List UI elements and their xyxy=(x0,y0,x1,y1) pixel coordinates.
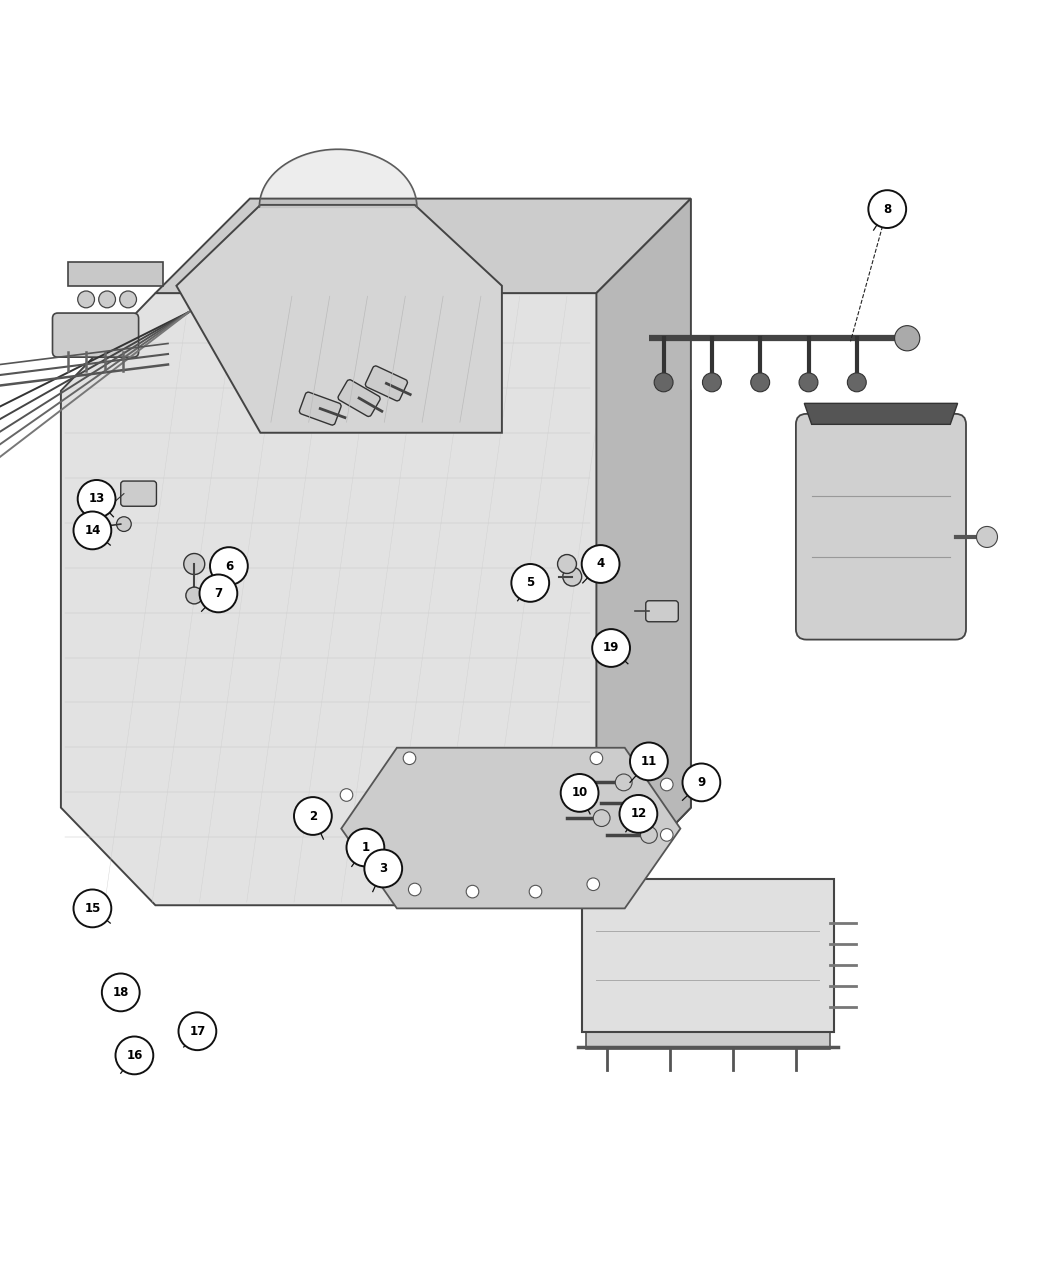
FancyBboxPatch shape xyxy=(299,393,341,425)
Text: 13: 13 xyxy=(88,492,105,505)
FancyBboxPatch shape xyxy=(582,878,834,1033)
Circle shape xyxy=(340,789,353,801)
Circle shape xyxy=(895,325,920,351)
Text: 12: 12 xyxy=(630,807,647,820)
Circle shape xyxy=(582,546,620,583)
Circle shape xyxy=(799,372,818,391)
Circle shape xyxy=(408,884,421,896)
Circle shape xyxy=(682,764,720,801)
Circle shape xyxy=(593,810,610,826)
Text: 1: 1 xyxy=(361,842,370,854)
FancyBboxPatch shape xyxy=(796,414,966,640)
Polygon shape xyxy=(586,1028,830,1049)
Circle shape xyxy=(751,372,770,391)
Text: 19: 19 xyxy=(603,641,620,654)
Circle shape xyxy=(116,1037,153,1075)
Circle shape xyxy=(74,511,111,550)
Circle shape xyxy=(364,849,402,887)
Circle shape xyxy=(630,742,668,780)
Circle shape xyxy=(976,527,997,547)
Circle shape xyxy=(200,575,237,612)
Circle shape xyxy=(529,885,542,898)
Text: 9: 9 xyxy=(697,776,706,789)
Circle shape xyxy=(654,372,673,391)
Circle shape xyxy=(120,291,136,307)
Circle shape xyxy=(294,797,332,835)
Polygon shape xyxy=(596,199,691,905)
Circle shape xyxy=(346,829,384,867)
Circle shape xyxy=(511,564,549,602)
Text: 8: 8 xyxy=(883,203,891,215)
Circle shape xyxy=(99,291,116,307)
Circle shape xyxy=(702,372,721,391)
Polygon shape xyxy=(68,261,163,286)
Polygon shape xyxy=(176,205,502,432)
Text: 6: 6 xyxy=(225,560,233,572)
Circle shape xyxy=(210,547,248,585)
Circle shape xyxy=(78,479,116,518)
Text: 15: 15 xyxy=(84,901,101,915)
Circle shape xyxy=(660,829,673,842)
Circle shape xyxy=(632,796,649,812)
Circle shape xyxy=(587,878,600,890)
Circle shape xyxy=(660,778,673,790)
Polygon shape xyxy=(804,403,958,425)
Circle shape xyxy=(868,190,906,228)
Circle shape xyxy=(78,291,94,307)
FancyBboxPatch shape xyxy=(338,380,380,417)
Circle shape xyxy=(590,752,603,765)
Circle shape xyxy=(640,826,657,843)
Polygon shape xyxy=(61,293,691,905)
Circle shape xyxy=(466,885,479,898)
Text: 5: 5 xyxy=(526,576,534,589)
Circle shape xyxy=(561,774,598,812)
Circle shape xyxy=(102,974,140,1011)
Circle shape xyxy=(186,586,203,604)
Text: 2: 2 xyxy=(309,810,317,822)
FancyBboxPatch shape xyxy=(52,314,139,357)
Text: 17: 17 xyxy=(189,1025,206,1038)
FancyBboxPatch shape xyxy=(646,601,678,622)
Text: 18: 18 xyxy=(112,986,129,998)
FancyBboxPatch shape xyxy=(365,366,407,400)
FancyBboxPatch shape xyxy=(121,481,156,506)
Circle shape xyxy=(178,1012,216,1051)
Circle shape xyxy=(117,516,131,532)
Text: 7: 7 xyxy=(214,586,223,601)
Text: 14: 14 xyxy=(84,524,101,537)
Text: 16: 16 xyxy=(126,1049,143,1062)
Circle shape xyxy=(615,774,632,790)
Polygon shape xyxy=(341,747,680,908)
Circle shape xyxy=(620,796,657,833)
Text: 3: 3 xyxy=(379,862,387,875)
Circle shape xyxy=(563,567,582,586)
Circle shape xyxy=(847,372,866,391)
Circle shape xyxy=(74,890,111,927)
Polygon shape xyxy=(155,199,691,293)
Text: 11: 11 xyxy=(640,755,657,768)
Circle shape xyxy=(184,553,205,575)
Circle shape xyxy=(592,629,630,667)
Text: 10: 10 xyxy=(571,787,588,799)
Circle shape xyxy=(403,752,416,765)
Circle shape xyxy=(558,555,576,574)
Text: 4: 4 xyxy=(596,557,605,570)
